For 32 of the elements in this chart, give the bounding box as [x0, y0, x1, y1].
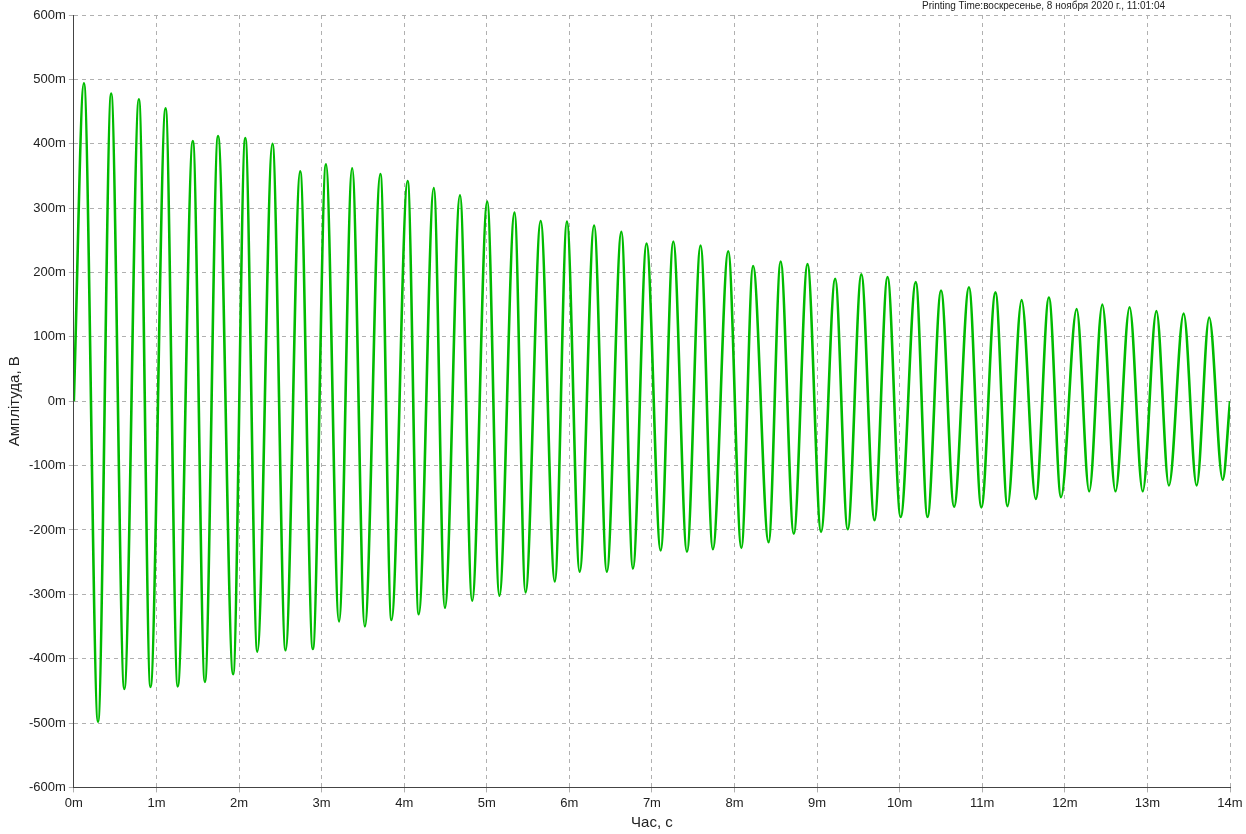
x-tick-label: 3m: [312, 794, 331, 810]
y-tick-label: -100m: [28, 457, 66, 473]
x-tick-label: 9m: [808, 794, 827, 810]
y-tick-label: -500m: [28, 714, 66, 730]
y-tick-label: 500m: [33, 70, 66, 86]
x-tick-label: 5m: [477, 794, 496, 810]
y-tick-label: 300m: [33, 199, 66, 215]
y-tick-label: -200m: [28, 521, 66, 537]
x-tick-label: 12m: [1052, 794, 1078, 810]
x-tick-label: 2m: [229, 794, 249, 810]
x-tick-label: 0m: [64, 794, 83, 810]
y-tick-label: 400m: [33, 135, 66, 151]
x-tick-label: 7m: [642, 794, 661, 810]
y-tick-label: 600m: [33, 6, 66, 22]
x-tick-label: 4m: [395, 794, 414, 810]
y-axis-title: Амплітуда, В: [5, 356, 23, 447]
x-tick-label: 6m: [560, 794, 579, 810]
y-tick-label: -400m: [28, 650, 66, 666]
y-tick-label: 200m: [33, 264, 66, 280]
y-tick-label: 0m: [47, 392, 66, 408]
y-tick-label: 100m: [33, 328, 66, 344]
text: Printing Time:воскресенье, 8 ноября 2020 г., 11:01:04: [922, 0, 1166, 11]
x-tick-label: 10m: [887, 794, 913, 810]
x-axis-title: Час, с: [631, 813, 674, 831]
x-tick-label: 14m: [1217, 794, 1243, 810]
line-series: [73, 81, 1230, 724]
x-tick-label: 13m: [1134, 794, 1161, 810]
y-tick-label: -600m: [28, 778, 66, 794]
y-tick-label: -300m: [28, 585, 66, 601]
x-tick-label: 8m: [725, 794, 744, 810]
x-tick-label: 11m: [970, 794, 995, 810]
x-tick-label: 1m: [147, 794, 166, 810]
